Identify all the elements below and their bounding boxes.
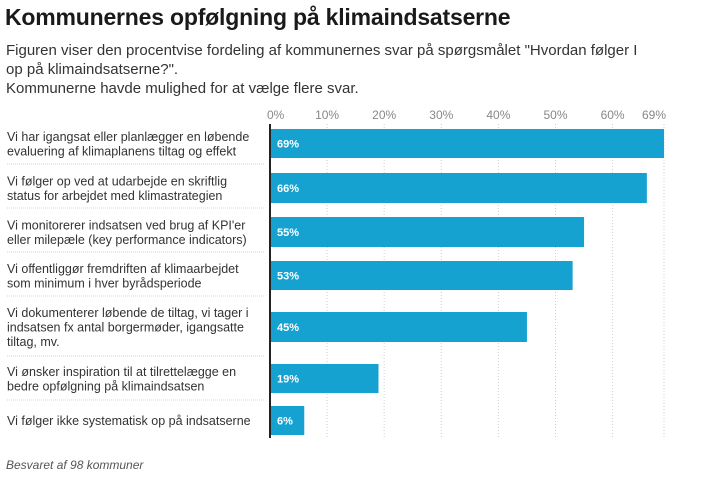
bar-value-label: 45% [277,322,299,334]
category-label: Vi offentliggør fremdriften af klimaarbe… [7,262,239,276]
bar [271,173,647,203]
category-label: indsatsen fx antal borgermøder, igangsat… [7,321,244,335]
chart-subtitle: Figuren viser den procentvise fordeling … [6,41,706,98]
category-label: Vi følger ikke systematisk op på indsats… [7,414,251,428]
x-tick-label: 20% [372,108,396,122]
x-tick-label: 69% [642,108,666,122]
subtitle-line: Kommunerne havde mulighed for at vælge f… [6,80,359,97]
bar-value-label: 69% [277,139,299,151]
x-tick-label: 50% [543,108,567,122]
bar [271,406,305,435]
category-label: Vi ønsker inspiration til at tilrettelæg… [7,365,236,379]
subtitle-line: op på klimaindsatserne?". [6,61,179,78]
bar-value-label: 66% [277,183,299,195]
subtitle-line: Figuren viser den procentvise fordeling … [6,42,638,59]
category-label: evaluering af klimaplanens tiltag og eff… [7,144,237,158]
bar [271,217,585,247]
bar [271,129,664,158]
x-tick-label: 40% [486,108,510,122]
category-label: Vi følger op ved at udarbejde en skriftl… [7,174,227,188]
bar [271,261,573,290]
bar-value-label: 53% [277,271,299,283]
x-tick-label: 60% [601,108,625,122]
bar [271,364,379,393]
bar-value-label: 6% [277,416,293,428]
category-label: eller milepæle (key performance indicato… [7,233,247,247]
bar-value-label: 55% [277,227,299,239]
category-label: som minimum i hver byrådsperiode [7,276,202,290]
category-label: tiltag, mv. [7,335,60,349]
category-label: status for arbejdet med klimastrategien [7,189,222,203]
chart-footer: Besvaret af 98 kommuner [6,458,144,472]
x-tick-label: 10% [315,108,339,122]
bar [271,312,527,342]
x-tick-label: 0% [267,108,285,122]
category-label: Vi har igangsat eller planlægger en løbe… [7,130,249,144]
category-label: Vi dokumenterer løbende de tiltag, vi ta… [7,306,249,320]
x-tick-label: 30% [429,108,453,122]
category-label: Vi monitorerer indsatsen ved brug af KPI… [7,218,245,232]
bar-value-label: 19% [277,374,299,386]
chart-title: Kommunernes opfølgning på klimaindsatser… [5,4,511,30]
category-label: bedre opfølgning på klimaindsatsen [7,379,204,393]
